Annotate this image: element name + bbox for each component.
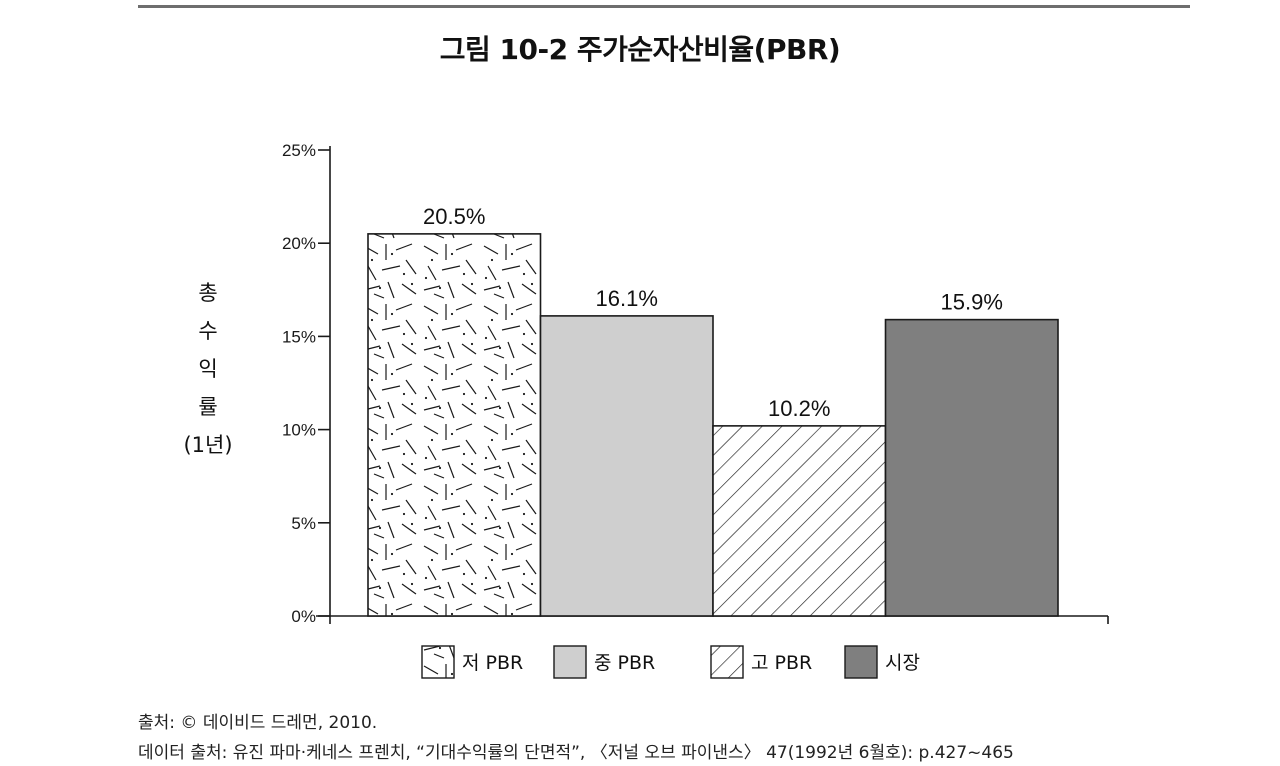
figure-title: 그림 10-2 주가순자산비율(PBR) — [439, 33, 841, 66]
bar-value-label: 20.5% — [423, 204, 485, 229]
legend-swatch-2 — [553, 645, 587, 679]
legend-label-3: 고 PBR — [751, 652, 812, 674]
y-tick-label: 20% — [282, 234, 316, 253]
bar-3 — [712, 425, 887, 617]
top-rule — [138, 5, 1190, 8]
bar-value-label: 15.9% — [941, 290, 1003, 315]
bars: 20.5% 16.1% 10.2% 15.9% — [367, 204, 1059, 617]
legend-label-4: 시장 — [885, 652, 920, 674]
legend-swatch-1 — [421, 645, 455, 679]
legend-label-2: 중 PBR — [594, 652, 655, 674]
y-tick-label: 25% — [282, 141, 316, 160]
legend-label-1: 저 PBR — [462, 652, 523, 674]
legend: 저 PBR 중 PBR 고 PBR 시장 — [421, 645, 920, 679]
y-tick-label: 15% — [282, 327, 316, 346]
y-tick-label: 0% — [291, 607, 316, 626]
source-line-2: 데이터 출처: 유진 파마·케네스 프렌치, “기대수익률의 단면적”, 〈저널… — [138, 743, 1014, 763]
bar-value-label: 10.2% — [768, 396, 830, 421]
bar-value-label: 16.1% — [596, 286, 658, 311]
y-tick-label: 10% — [282, 421, 316, 440]
source-line-1: 출처: © 데이비드 드레먼, 2010. — [138, 713, 378, 733]
y-axis-label-line: 률 — [198, 395, 217, 419]
y-axis-label-line: (1년) — [183, 433, 232, 457]
legend-swatch-4 — [844, 645, 878, 679]
y-axis-label-line: 수 — [198, 319, 217, 343]
bar-2 — [539, 315, 714, 617]
legend-swatch-3 — [710, 645, 744, 679]
y-tick-label: 5% — [291, 514, 316, 533]
y-axis-label-line: 익 — [198, 357, 217, 381]
y-axis-label-line: 총 — [198, 281, 217, 305]
bar-1 — [367, 233, 542, 617]
bar-4 — [884, 318, 1059, 617]
